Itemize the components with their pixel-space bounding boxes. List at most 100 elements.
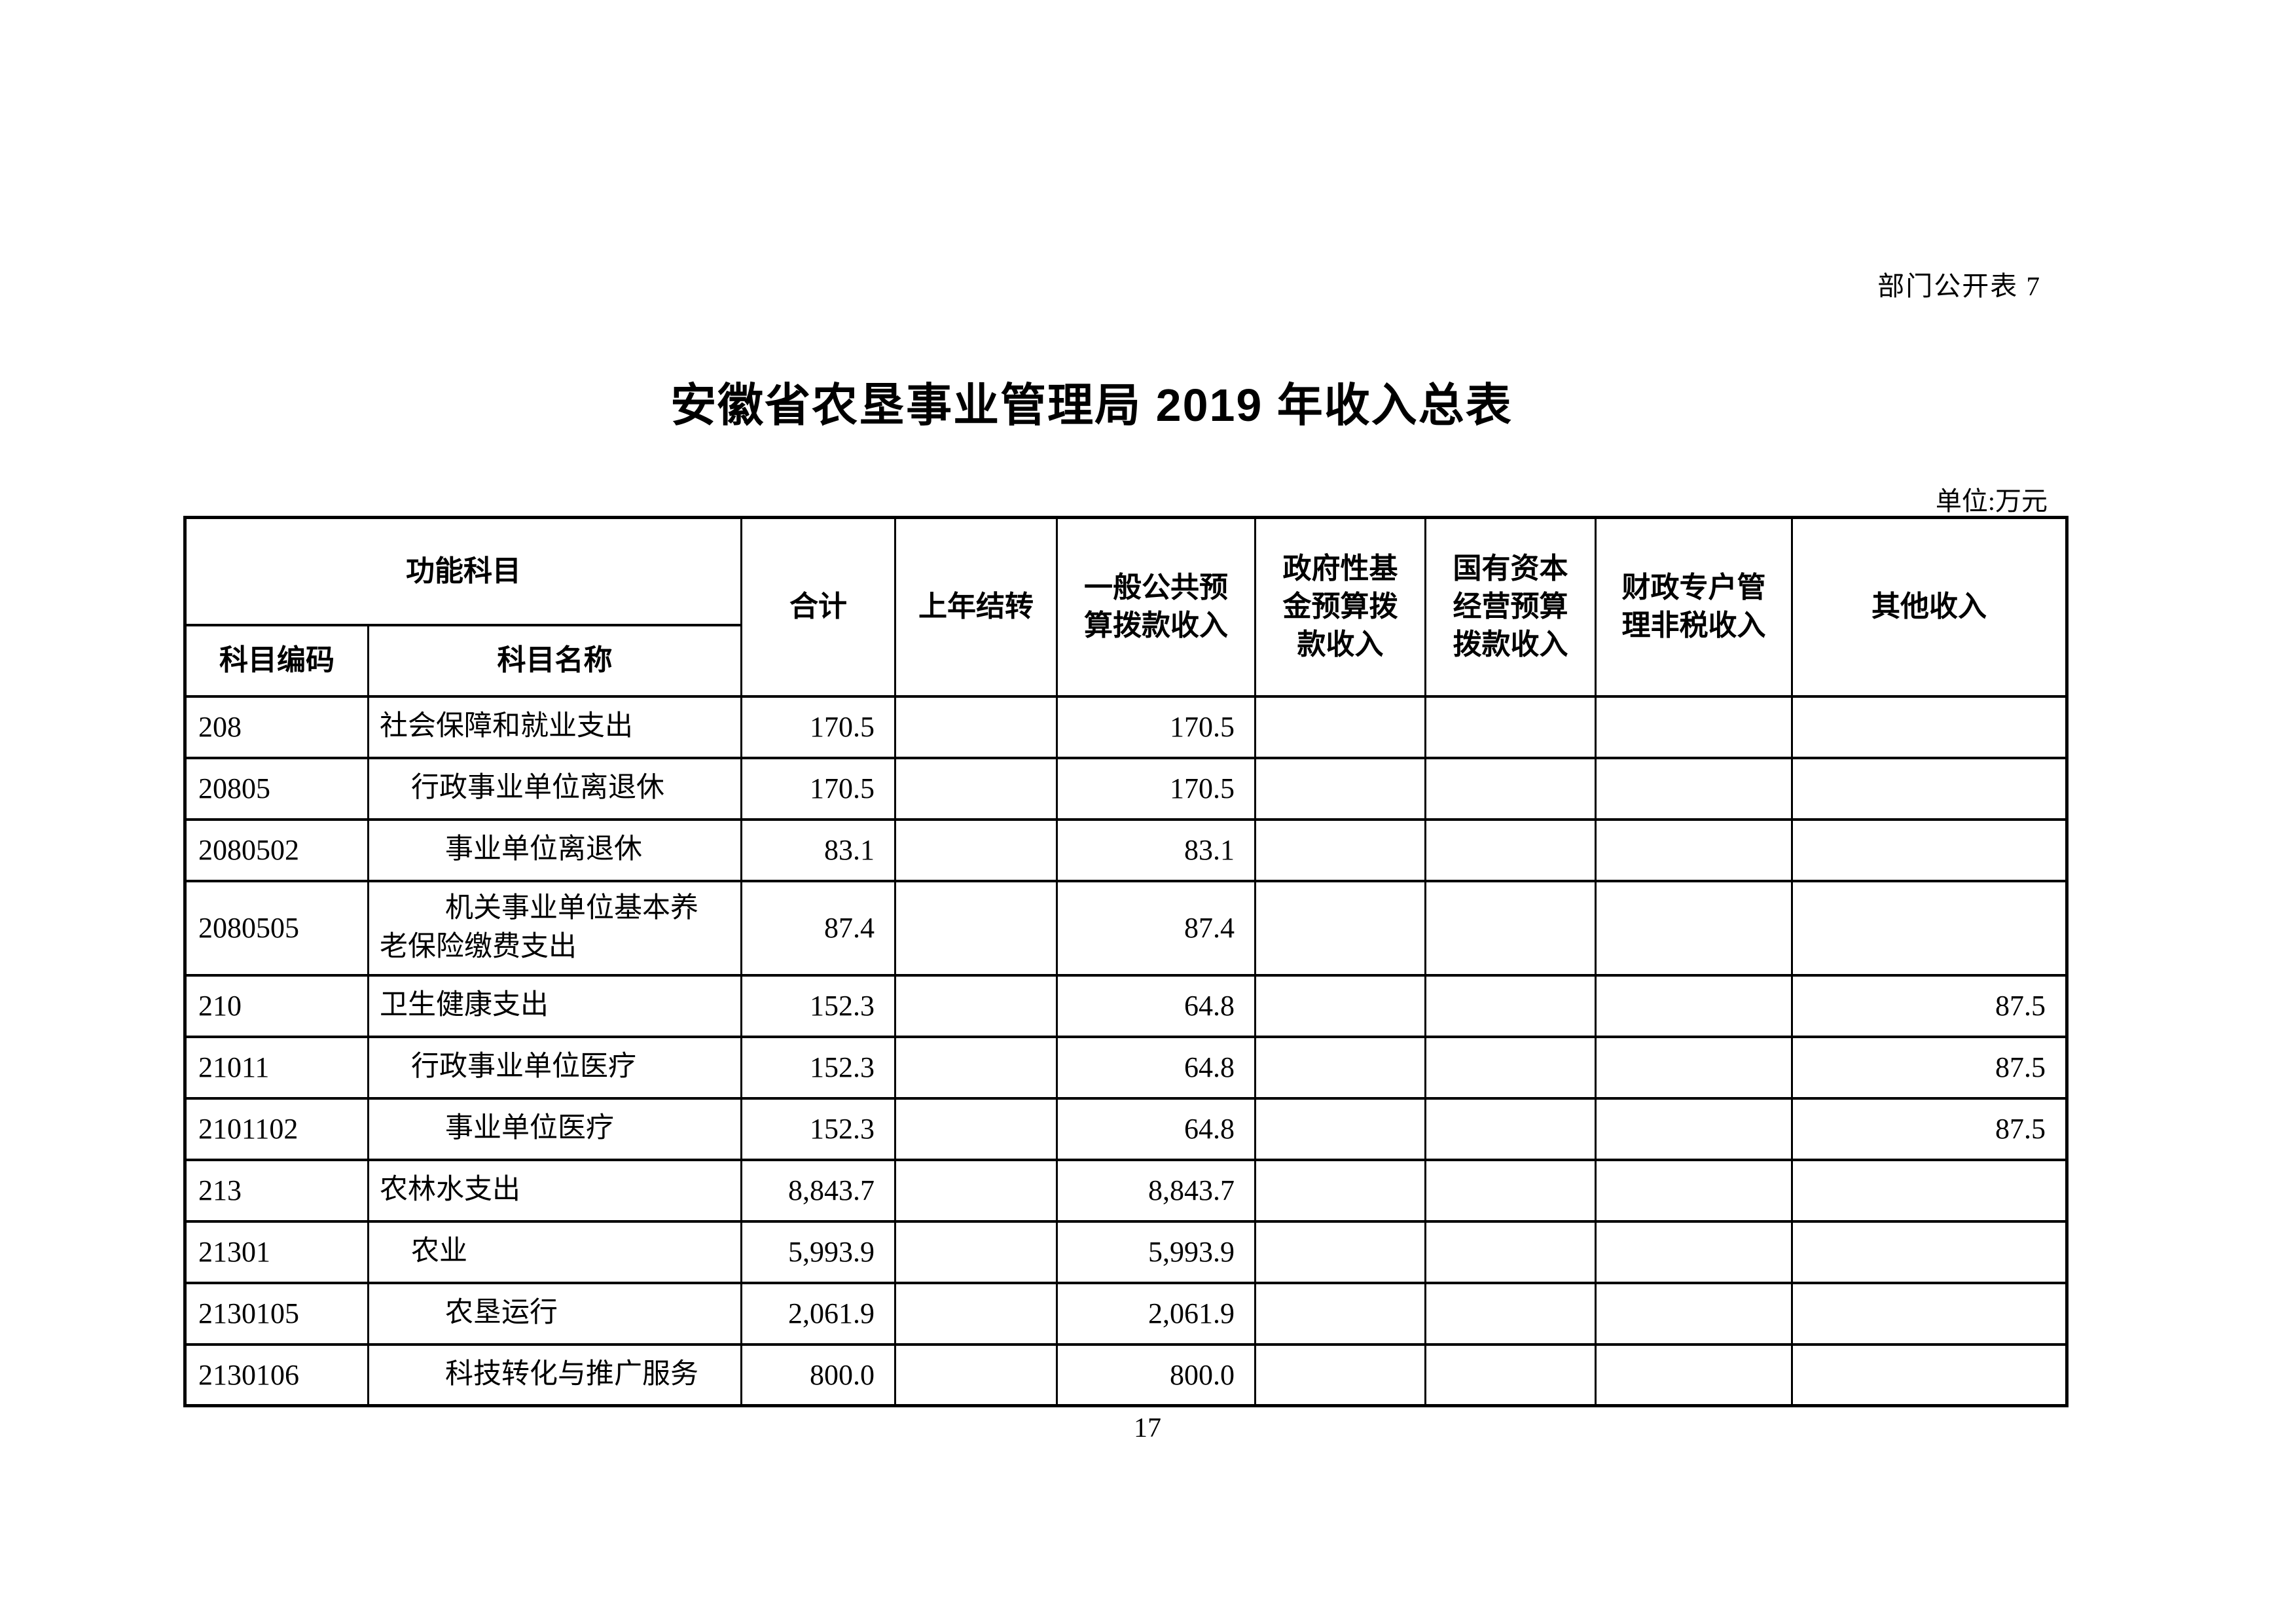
doc-label: 部门公开表 7 — [1877, 271, 2041, 301]
cell-subject-code: 21301 — [184, 1219, 369, 1284]
cell-subject-name: 农业 — [367, 1219, 742, 1284]
cell-subject-code: 20805 — [184, 756, 369, 821]
cell-carryover — [894, 1281, 1058, 1346]
cell-other-income: 87.5 — [1791, 973, 2068, 1038]
cell-other-income — [1791, 756, 2068, 821]
cell-subject-name: 事业单位医疗 — [367, 1096, 742, 1161]
header-row-2: 科目编码 科目名称 — [184, 623, 2067, 698]
cell-subject-name: 行政事业单位医疗 — [367, 1035, 742, 1100]
cell-other-income — [1791, 695, 2068, 759]
cell-gov-fund — [1254, 695, 1426, 759]
cell-total: 2,061.9 — [740, 1281, 896, 1346]
cell-subject-code: 21011 — [184, 1035, 369, 1100]
cell-fiscal-account — [1595, 756, 1793, 821]
cell-subject-code: 2130105 — [184, 1281, 369, 1346]
cell-carryover — [894, 1096, 1058, 1161]
table-row: 21301 农业 5,993.9 5,993.9 — [184, 1219, 2068, 1284]
table-row: 2101102 事业单位医疗 152.3 64.8 87.5 — [184, 1096, 2068, 1161]
cell-fiscal-account — [1595, 879, 1793, 977]
cell-subject-code: 2101102 — [184, 1096, 369, 1161]
cell-carryover — [894, 1343, 1058, 1407]
cell-subject-name: 事业单位离退休 — [367, 818, 742, 882]
cell-state-capital — [1424, 1219, 1597, 1284]
cell-fiscal-account — [1595, 695, 1793, 759]
cell-subject-code: 2130106 — [184, 1343, 369, 1407]
cell-gov-fund — [1254, 879, 1426, 977]
cell-other-income — [1791, 1343, 2068, 1407]
cell-gov-fund — [1254, 1281, 1426, 1346]
cell-general-budget: 87.4 — [1056, 879, 1256, 977]
cell-fiscal-account — [1595, 1343, 1793, 1407]
page-title: 安徽省农垦事业管理局 2019 年收入总表 — [670, 380, 1513, 431]
cell-subject-code: 208 — [184, 695, 369, 759]
cell-fiscal-account — [1595, 1158, 1793, 1223]
cell-general-budget: 5,993.9 — [1056, 1219, 1256, 1284]
header-total: 合计 — [740, 516, 896, 698]
cell-gov-fund — [1254, 1219, 1426, 1284]
table-row: 208 社会保障和就业支出 170.5 170.5 — [184, 695, 2068, 759]
header-general-budget: 一般公共预 算拨款收入 — [1056, 516, 1256, 698]
cell-fiscal-account — [1595, 818, 1793, 882]
cell-carryover — [894, 973, 1058, 1038]
cell-state-capital — [1424, 818, 1597, 882]
cell-carryover — [894, 695, 1058, 759]
cell-subject-code: 2080502 — [184, 818, 369, 882]
cell-other-income — [1791, 1158, 2068, 1223]
header-subject-code: 科目编码 — [184, 623, 369, 698]
cell-carryover — [894, 1035, 1058, 1100]
header-row-1: 功能科目 合计 上年结转 一般公共预 算拨款收入 政府性基 金预算拨 款收入 国… — [184, 516, 2068, 698]
table-row: 2080505 机关事业单位基本养老保险缴费支出 87.4 87.4 — [184, 879, 2068, 977]
cell-subject-name: 科技转化与推广服务 — [367, 1343, 742, 1407]
income-summary-table: 功能科目 合计 上年结转 一般公共预 算拨款收入 政府性基 金预算拨 款收入 国… — [183, 516, 2069, 1407]
cell-general-budget: 8,843.7 — [1056, 1158, 1256, 1223]
cell-total: 87.4 — [740, 879, 896, 977]
cell-state-capital — [1424, 973, 1597, 1038]
cell-gov-fund — [1254, 1158, 1426, 1223]
cell-gov-fund — [1254, 1096, 1426, 1161]
cell-fiscal-account — [1595, 1035, 1793, 1100]
cell-total: 152.3 — [740, 973, 896, 1038]
cell-state-capital — [1424, 756, 1597, 821]
cell-carryover — [894, 1158, 1058, 1223]
cell-other-income — [1791, 879, 2068, 977]
cell-carryover — [894, 879, 1058, 977]
cell-gov-fund — [1254, 1343, 1426, 1407]
table-row: 210 卫生健康支出 152.3 64.8 87.5 — [184, 973, 2068, 1038]
cell-subject-name: 卫生健康支出 — [367, 973, 742, 1038]
cell-subject-name: 行政事业单位离退休 — [367, 756, 742, 821]
cell-fiscal-account — [1595, 973, 1793, 1038]
cell-other-income: 87.5 — [1791, 1096, 2068, 1161]
cell-state-capital — [1424, 695, 1597, 759]
cell-general-budget: 800.0 — [1056, 1343, 1256, 1407]
cell-carryover — [894, 818, 1058, 882]
cell-total: 800.0 — [740, 1343, 896, 1407]
cell-subject-name: 农垦运行 — [367, 1281, 742, 1346]
header-subject-name: 科目名称 — [367, 623, 742, 698]
unit-label: 单位:万元 — [1935, 486, 2048, 516]
cell-state-capital — [1424, 1343, 1597, 1407]
cell-total: 152.3 — [740, 1096, 896, 1161]
header-fiscal-account: 财政专户管 理非税收入 — [1595, 516, 1793, 698]
cell-subject-code: 210 — [184, 973, 369, 1038]
cell-carryover — [894, 756, 1058, 821]
cell-general-budget: 83.1 — [1056, 818, 1256, 882]
cell-total: 170.5 — [740, 756, 896, 821]
cell-gov-fund — [1254, 818, 1426, 882]
cell-total: 5,993.9 — [740, 1219, 896, 1284]
cell-general-budget: 170.5 — [1056, 695, 1256, 759]
table-row: 213 农林水支出 8,843.7 8,843.7 — [184, 1158, 2068, 1223]
cell-total: 152.3 — [740, 1035, 896, 1100]
cell-fiscal-account — [1595, 1281, 1793, 1346]
cell-general-budget: 170.5 — [1056, 756, 1256, 821]
cell-state-capital — [1424, 1158, 1597, 1223]
cell-fiscal-account — [1595, 1219, 1793, 1284]
cell-other-income — [1791, 1281, 2068, 1346]
cell-general-budget: 64.8 — [1056, 1096, 1256, 1161]
cell-total: 8,843.7 — [740, 1158, 896, 1223]
table-row: 2130105 农垦运行 2,061.9 2,061.9 — [184, 1281, 2068, 1346]
cell-subject-name: 机关事业单位基本养老保险缴费支出 — [367, 879, 742, 977]
cell-gov-fund — [1254, 756, 1426, 821]
cell-other-income: 87.5 — [1791, 1035, 2068, 1100]
cell-state-capital — [1424, 879, 1597, 977]
